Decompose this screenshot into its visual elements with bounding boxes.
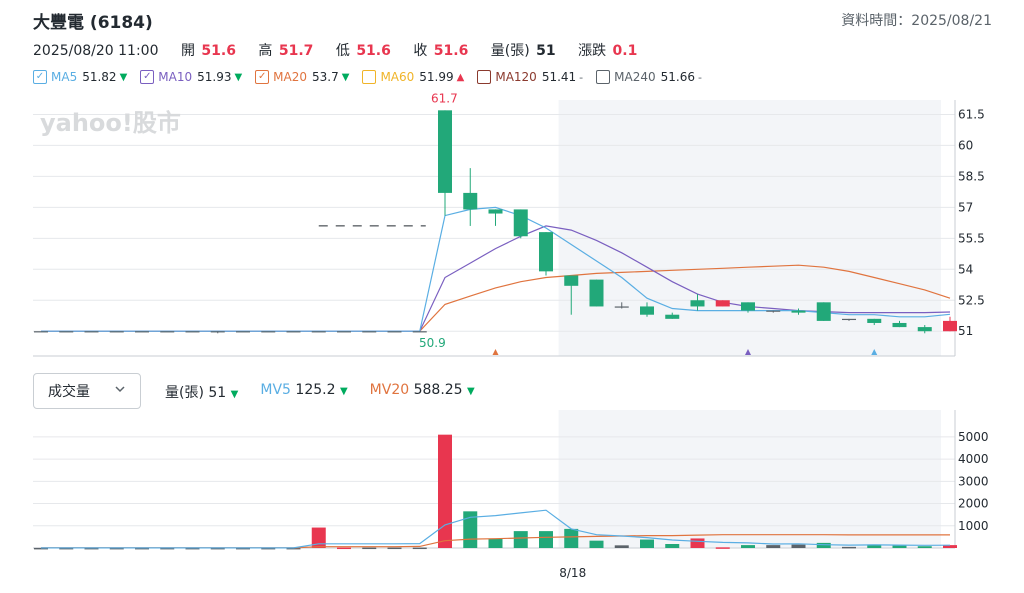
candle-body bbox=[388, 331, 402, 332]
volume-bar bbox=[691, 538, 705, 548]
volume-bar bbox=[438, 435, 452, 548]
volume-bar bbox=[564, 529, 578, 548]
candle-body bbox=[413, 331, 427, 332]
candle-body bbox=[186, 331, 200, 332]
candle-body bbox=[438, 110, 452, 193]
volume-bar bbox=[362, 548, 376, 550]
price-tick-label: 54 bbox=[958, 262, 973, 276]
volume-bar bbox=[539, 531, 553, 548]
candle-body bbox=[312, 331, 326, 332]
candle-body bbox=[766, 311, 780, 312]
candle-body bbox=[615, 306, 629, 307]
candle-body bbox=[489, 209, 503, 213]
candle-body bbox=[110, 331, 124, 332]
volume-bar bbox=[640, 540, 654, 548]
volume-bar bbox=[615, 545, 629, 548]
volume-bar bbox=[665, 544, 679, 548]
indicator-select-label: 成交量 bbox=[48, 381, 90, 401]
candle-body bbox=[85, 331, 99, 332]
volume-bar bbox=[413, 548, 427, 550]
candle-body bbox=[463, 193, 477, 210]
event-marker-icon bbox=[493, 349, 499, 355]
candle-body bbox=[211, 331, 225, 332]
max-price-label: 61.7 bbox=[431, 91, 458, 105]
mv20-legend-label: MV20 bbox=[370, 382, 409, 398]
candle-body bbox=[842, 319, 856, 320]
price-tick-label: 61.5 bbox=[958, 107, 985, 121]
yahoo-watermark: yahoo!股市 bbox=[40, 109, 181, 137]
candle-body bbox=[539, 232, 553, 271]
candle-body bbox=[943, 321, 957, 331]
volume-tick-label: 2000 bbox=[958, 497, 989, 511]
candle-body bbox=[160, 331, 174, 332]
candle-body bbox=[867, 319, 881, 323]
volume-bar bbox=[893, 546, 907, 548]
candle-body bbox=[59, 331, 73, 332]
arrow-down-icon: ▼ bbox=[231, 389, 239, 400]
volume-bar bbox=[766, 545, 780, 548]
volume-legend-label: 量(張) bbox=[165, 385, 204, 401]
candle-body bbox=[640, 306, 654, 314]
price-tick-label: 58.5 bbox=[958, 169, 985, 183]
candle-body bbox=[716, 300, 730, 306]
volume-tick-label: 3000 bbox=[958, 474, 989, 488]
candle-body bbox=[34, 331, 48, 332]
arrow-down-icon: ▼ bbox=[467, 386, 475, 397]
mv5-legend-item: MV5 125.2 ▼ bbox=[260, 382, 347, 402]
candle-body bbox=[893, 323, 907, 327]
candle-body bbox=[741, 302, 755, 310]
x-tick-label: 8/18 bbox=[559, 566, 586, 580]
mv20-legend-value: 588.25 bbox=[414, 382, 463, 398]
volume-bar bbox=[792, 545, 806, 548]
volume-bar bbox=[817, 543, 831, 548]
candle-body bbox=[918, 327, 932, 331]
candle-body bbox=[261, 331, 275, 332]
volume-legend-value: 51 bbox=[208, 385, 226, 401]
mv20-legend-item: MV20 588.25 ▼ bbox=[370, 382, 475, 402]
candle-body bbox=[337, 331, 351, 332]
volume-tick-label: 1000 bbox=[958, 519, 989, 533]
candle-body bbox=[135, 331, 149, 332]
price-highlight-region bbox=[559, 100, 941, 356]
volume-highlight-region bbox=[559, 410, 941, 548]
volume-bar bbox=[337, 548, 351, 550]
candle-body bbox=[287, 331, 301, 332]
volume-bar bbox=[716, 547, 730, 549]
mv5-legend-label: MV5 bbox=[260, 382, 291, 398]
volume-bar bbox=[741, 545, 755, 548]
volume-legend: 量(張) 51 ▼ MV5 125.2 ▼ MV20 588.25 ▼ bbox=[165, 382, 497, 402]
volume-bar bbox=[489, 539, 503, 548]
arrow-down-icon: ▼ bbox=[340, 386, 348, 397]
indicator-select[interactable]: 成交量 bbox=[33, 373, 141, 409]
candle-body bbox=[792, 311, 806, 313]
volume-tick-label: 4000 bbox=[958, 452, 989, 466]
volume-bar bbox=[514, 531, 528, 548]
chevron-down-icon bbox=[114, 383, 126, 398]
candle-body bbox=[362, 331, 376, 332]
price-tick-label: 55.5 bbox=[958, 231, 985, 245]
candle-body bbox=[236, 331, 250, 332]
candle-body bbox=[665, 315, 679, 319]
candle-body bbox=[691, 300, 705, 306]
price-tick-label: 60 bbox=[958, 138, 973, 152]
volume-bar bbox=[842, 547, 856, 549]
volume-tick-label: 5000 bbox=[958, 430, 989, 444]
min-price-label: 50.9 bbox=[419, 336, 446, 350]
mv5-legend-value: 125.2 bbox=[295, 382, 335, 398]
price-tick-label: 57 bbox=[958, 200, 973, 214]
volume-legend-item: 量(張) 51 ▼ bbox=[165, 382, 238, 402]
candle-body bbox=[590, 280, 604, 307]
candle-body bbox=[564, 275, 578, 285]
price-tick-label: 52.5 bbox=[958, 293, 985, 307]
price-tick-label: 51 bbox=[958, 324, 973, 338]
candle-body bbox=[817, 302, 831, 321]
volume-bar bbox=[590, 541, 604, 548]
candle-body bbox=[514, 209, 528, 236]
volume-bar bbox=[388, 548, 402, 550]
volume-bar bbox=[918, 546, 932, 548]
